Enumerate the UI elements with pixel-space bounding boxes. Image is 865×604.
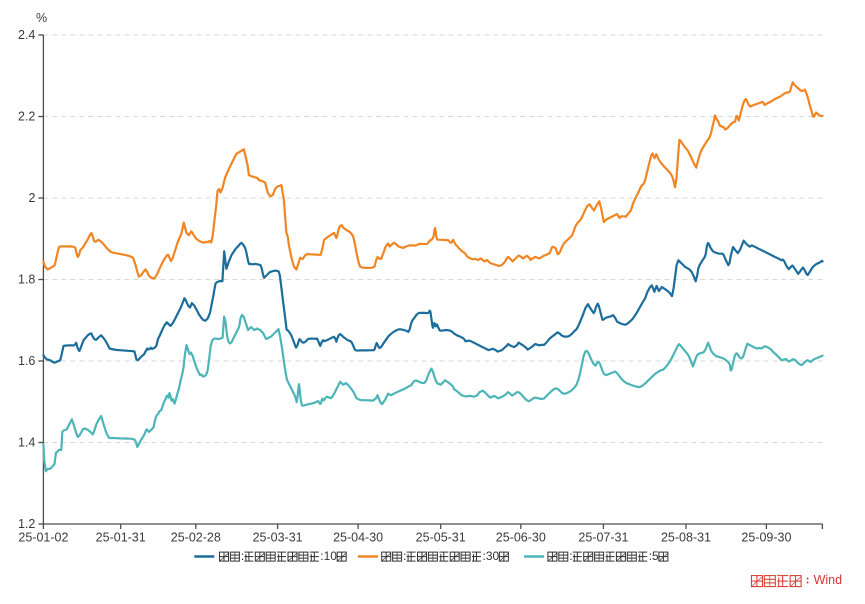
svg-text:25-04-30: 25-04-30: [333, 531, 383, 545]
svg-text:1.6: 1.6: [18, 354, 35, 368]
svg-text:2: 2: [28, 191, 35, 205]
svg-text:Wind: Wind: [814, 573, 843, 587]
svg-text:25-05-31: 25-05-31: [416, 531, 466, 545]
svg-text:25-06-30: 25-06-30: [496, 531, 546, 545]
svg-text::: :: [569, 549, 572, 563]
svg-text:25-08-31: 25-08-31: [661, 531, 711, 545]
svg-text:1.8: 1.8: [18, 273, 35, 287]
svg-text:1.4: 1.4: [18, 436, 35, 450]
svg-text:25-07-31: 25-07-31: [578, 531, 628, 545]
svg-text:25-03-31: 25-03-31: [253, 531, 303, 545]
svg-text::: :: [403, 549, 406, 563]
svg-text:25-09-30: 25-09-30: [741, 531, 791, 545]
svg-text::10: :10: [320, 549, 337, 563]
svg-text:2.4: 2.4: [18, 28, 35, 42]
svg-text:%: %: [36, 11, 47, 25]
svg-text:25-01-31: 25-01-31: [96, 531, 146, 545]
svg-text::5: :5: [649, 549, 659, 563]
svg-text:2.2: 2.2: [18, 110, 35, 124]
svg-text:25-02-28: 25-02-28: [171, 531, 221, 545]
svg-text::: :: [241, 549, 244, 563]
svg-text:1.2: 1.2: [18, 517, 35, 531]
svg-text::30: :30: [483, 549, 500, 563]
svg-text:25-01-02: 25-01-02: [18, 531, 68, 545]
